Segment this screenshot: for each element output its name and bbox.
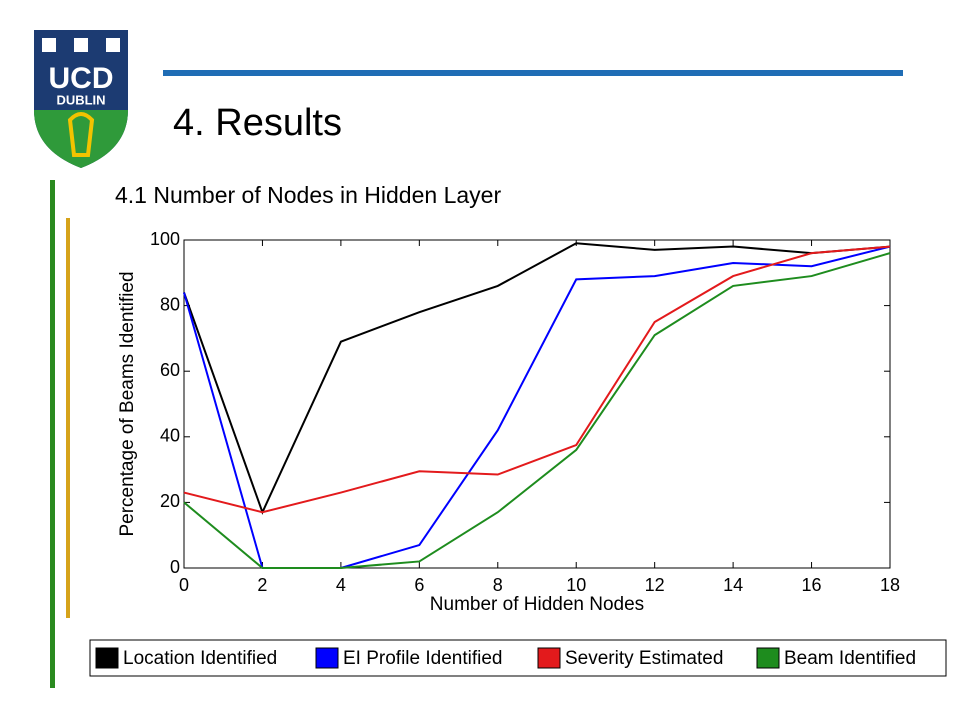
legend-swatch [537,647,561,669]
x-tick-label: 4 [336,575,346,595]
castle [42,38,56,52]
legend-label: EI Profile Identified [343,648,502,669]
castle [106,38,120,52]
legend-label: Severity Estimated [565,648,723,669]
shield-bottom [34,110,128,168]
series-line [183,245,891,514]
y-tick-label: 80 [160,294,180,314]
legend [89,639,947,677]
y-tick-label: 100 [150,229,180,249]
series-line [183,245,891,569]
slide-subtitle: 4.1 Number of Nodes in Hidden Layer [115,182,501,208]
castle [74,38,88,52]
y-tick-label: 20 [160,491,180,511]
series-line [183,252,891,569]
x-tick-label: 16 [802,575,822,595]
side-bar [50,180,55,688]
harp [67,112,95,157]
logo: UCD DUBLIN [34,30,128,168]
x-tick-label: 14 [723,575,743,595]
y-tick-label: 60 [160,360,180,380]
x-tick-label: 12 [645,575,665,595]
x-tick-label: 8 [493,575,503,595]
side-bar [66,218,70,618]
title-rule [163,70,903,76]
legend-swatch [756,647,780,669]
x-tick-label: 6 [414,575,424,595]
legend-swatch [315,647,339,669]
legend-swatch [95,647,119,669]
slide-title: 4. Results [173,102,342,144]
x-axis-label: Number of Hidden Nodes [430,594,644,615]
x-tick-label: 10 [566,575,586,595]
y-axis-label: Percentage of Beams Identified [117,271,138,536]
series-line [183,242,891,515]
x-tick-label: 18 [880,575,900,595]
logo-text: DUBLIN [56,92,105,107]
y-tick-label: 0 [170,557,180,577]
legend-label: Location Identified [123,648,277,669]
y-tick-label: 40 [160,426,180,446]
x-tick-label: 0 [179,575,189,595]
logo-text: UCD [49,62,114,95]
legend-label: Beam Identified [784,648,916,669]
plot-frame [183,239,891,569]
x-tick-label: 2 [257,575,267,595]
